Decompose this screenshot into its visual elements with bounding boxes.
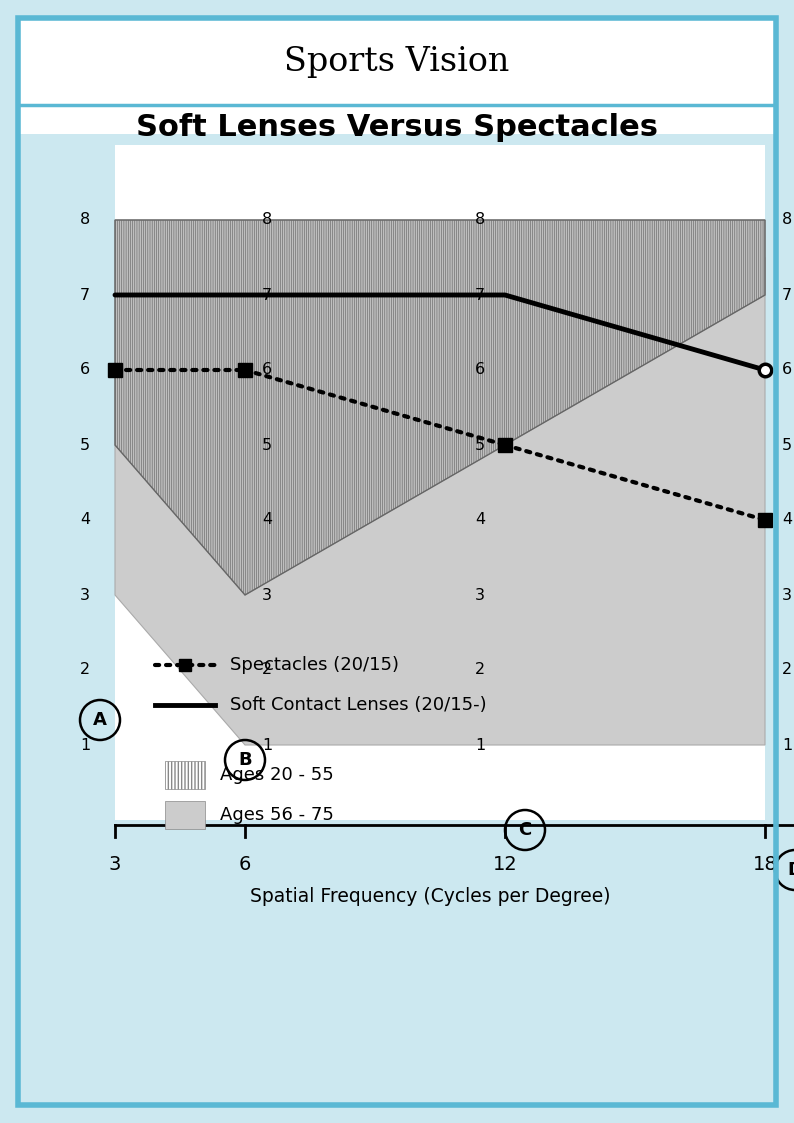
Text: 3: 3 <box>109 855 121 874</box>
Text: Sports Vision: Sports Vision <box>284 46 510 77</box>
Text: 3: 3 <box>262 587 272 603</box>
Text: 6: 6 <box>80 363 90 377</box>
Text: 4: 4 <box>262 512 272 528</box>
Text: 5: 5 <box>262 438 272 453</box>
Text: A: A <box>93 711 107 729</box>
Text: B: B <box>238 751 252 769</box>
Bar <box>165 761 205 789</box>
Text: 3: 3 <box>80 587 90 603</box>
Text: 2: 2 <box>80 663 90 677</box>
Text: 4: 4 <box>475 512 485 528</box>
Text: D: D <box>788 861 794 879</box>
Text: 3: 3 <box>782 587 792 603</box>
Text: 5: 5 <box>475 438 485 453</box>
Text: 2: 2 <box>262 663 272 677</box>
Text: 6: 6 <box>262 363 272 377</box>
Text: 3: 3 <box>475 587 485 603</box>
Text: 8: 8 <box>475 212 485 228</box>
Bar <box>115 145 765 820</box>
Polygon shape <box>115 220 765 595</box>
Text: C: C <box>518 821 532 839</box>
Text: Soft Lenses Versus Spectacles: Soft Lenses Versus Spectacles <box>136 113 658 143</box>
Bar <box>19 19 775 134</box>
Text: 6: 6 <box>782 363 792 377</box>
Text: 7: 7 <box>475 287 485 302</box>
Text: Soft Contact Lenses (20/15-): Soft Contact Lenses (20/15-) <box>230 696 487 714</box>
Text: 5: 5 <box>80 438 90 453</box>
Text: 7: 7 <box>262 287 272 302</box>
Text: 4: 4 <box>80 512 90 528</box>
Text: 1: 1 <box>80 738 91 752</box>
Text: 7: 7 <box>80 287 90 302</box>
Text: 4: 4 <box>782 512 792 528</box>
Text: 1: 1 <box>782 738 792 752</box>
Text: 8: 8 <box>80 212 91 228</box>
Text: 2: 2 <box>782 663 792 677</box>
Text: Ages 20 - 55: Ages 20 - 55 <box>220 766 333 784</box>
Text: 2: 2 <box>475 663 485 677</box>
Text: 8: 8 <box>262 212 272 228</box>
Text: 12: 12 <box>492 855 518 874</box>
Text: 5: 5 <box>782 438 792 453</box>
Text: Spatial Frequency (Cycles per Degree): Spatial Frequency (Cycles per Degree) <box>250 887 611 906</box>
Bar <box>165 801 205 829</box>
Polygon shape <box>115 257 765 745</box>
Text: 1: 1 <box>475 738 485 752</box>
Text: 6: 6 <box>239 855 251 874</box>
Text: 1: 1 <box>262 738 272 752</box>
Text: 18: 18 <box>753 855 777 874</box>
Text: Ages 56 - 75: Ages 56 - 75 <box>220 806 333 824</box>
Text: 8: 8 <box>782 212 792 228</box>
Text: Spectacles (20/15): Spectacles (20/15) <box>230 656 399 674</box>
Text: 6: 6 <box>475 363 485 377</box>
Text: 7: 7 <box>782 287 792 302</box>
